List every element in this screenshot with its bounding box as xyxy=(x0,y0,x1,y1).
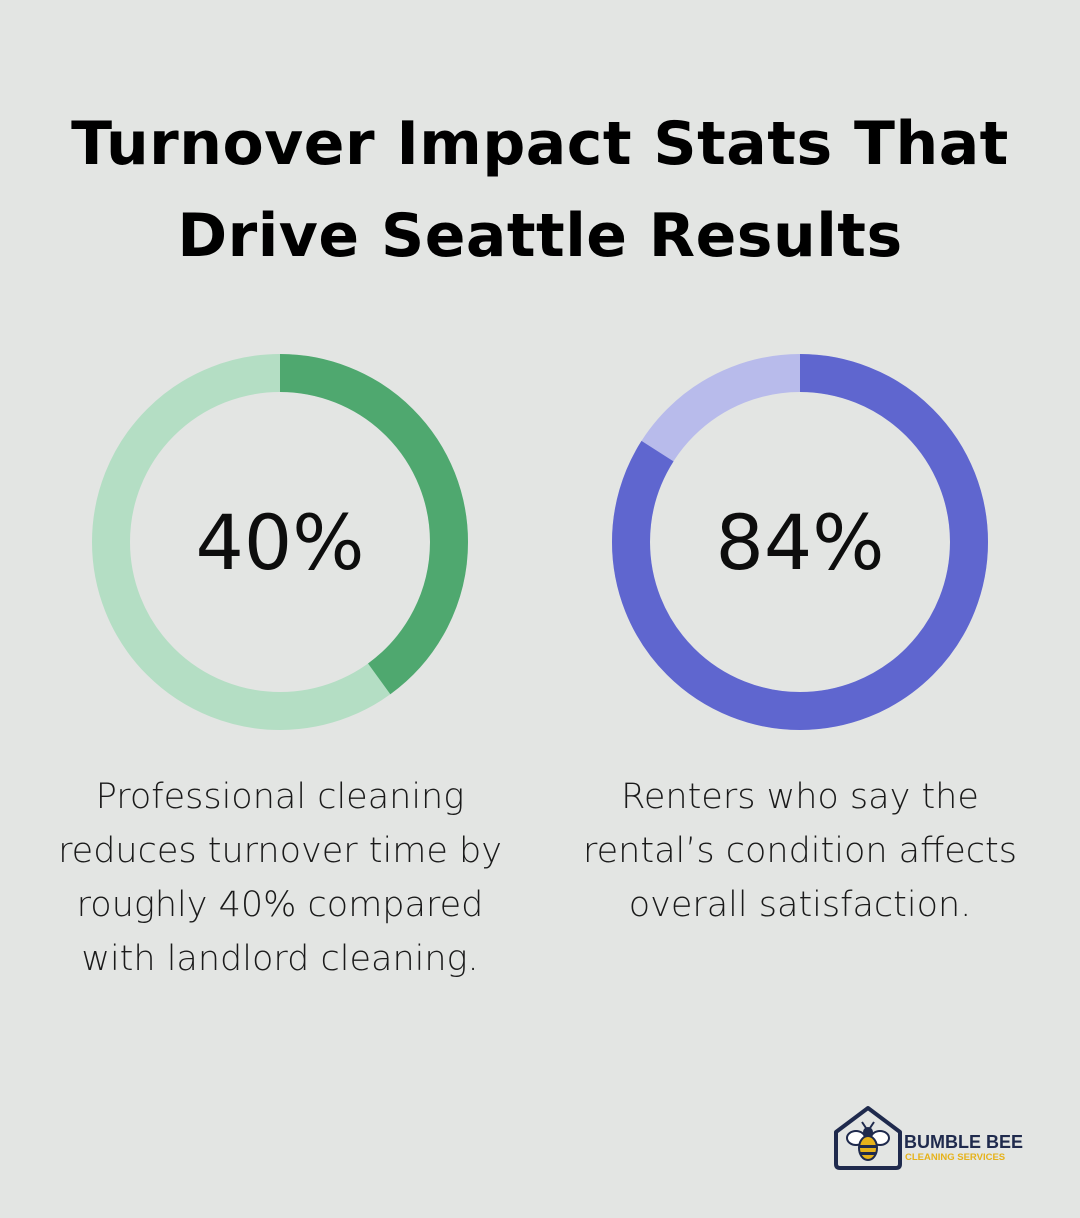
stat-caption: Renters who say the rental’s condition a… xyxy=(583,777,1017,925)
stat-caption: Professional cleaning reduces turnover t… xyxy=(58,777,502,979)
donut-value-label: 40% xyxy=(196,498,365,587)
stat-card-turnover-time: 40% Professional cleaning reduces turnov… xyxy=(20,352,540,986)
bee-house-icon xyxy=(834,1106,902,1170)
stat-card-renter-satisfaction: 84% Renters who say the rental’s conditi… xyxy=(540,352,1060,932)
donut-progress xyxy=(612,354,988,730)
logo-tagline: CLEANING SERVICES xyxy=(905,1152,1005,1163)
page-title: Turnover Impact Stats That Drive Seattle… xyxy=(71,109,1009,271)
donut-value-label: 84% xyxy=(716,498,885,587)
logo-name: BUMBLE BEE xyxy=(904,1132,1023,1152)
donut-chart-renter-satisfaction: 84% xyxy=(612,354,988,730)
donut-chart-turnover-time: 40% xyxy=(92,354,468,730)
brand-logo: BUMBLE BEE CLEANING SERVICES xyxy=(834,1106,1023,1170)
donut-progress xyxy=(92,354,468,730)
